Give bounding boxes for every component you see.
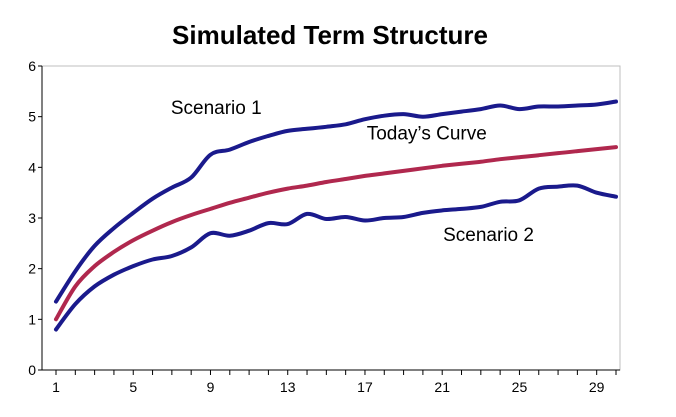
y-tick-label: 3 [28,210,36,226]
series-label-1: Scenario 1 [171,98,262,119]
series-label-2: Today’s Curve [367,123,487,144]
x-tick-label: 13 [280,379,296,395]
x-tick-label: 29 [589,379,605,395]
x-tick-label: 21 [434,379,450,395]
series-lines [54,99,618,332]
y-tick-label: 0 [28,362,36,378]
y-tick-label: 4 [28,159,36,175]
series-line-2 [54,145,618,322]
y-tick-label: 1 [28,311,36,327]
x-tick-label: 17 [357,379,373,395]
x-tick-label: 5 [129,379,137,395]
y-tick-label: 6 [28,58,36,74]
y-tick-label: 5 [28,109,36,125]
y-tick-label: 2 [28,261,36,277]
series-labels: Scenario 1 Today’s Curve Scenario 2 [171,98,534,246]
x-tick-label: 1 [52,379,60,395]
series-label-3: Scenario 2 [443,225,534,246]
chart-title: Simulated Term Structure [172,20,488,50]
x-tick-label: 25 [512,379,528,395]
series-line-1 [54,99,618,304]
x-tick-label: 9 [207,379,215,395]
series-line-3 [54,183,618,332]
